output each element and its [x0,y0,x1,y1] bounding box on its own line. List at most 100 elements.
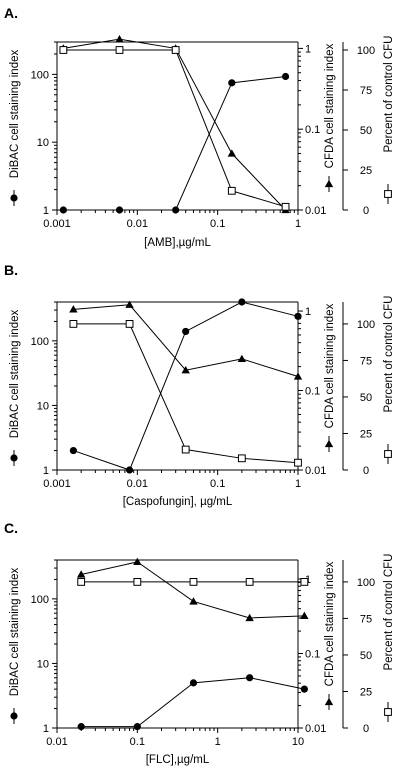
data-point-cfda [115,35,123,42]
y-right2-axis-label: Percent of control CFU [383,36,395,153]
series-line-cfu [63,50,285,207]
chart-panel-2: B.0.001 0.01 0.1 1[Caspofungin], µg/mL11010… [4,262,395,508]
y-left-tick-label: 10 [37,137,49,149]
y-left-tick-label: 100 [31,336,49,348]
data-point-cfu [182,446,189,453]
y-left-axis-label: DiBAC cell staining index [9,50,21,179]
data-point-cfu [228,187,235,194]
data-point-cfu [190,579,197,586]
data-point-cfu [134,579,141,586]
y-right2-tick-label: 75 [360,613,372,625]
y-left-tick-label: 10 [37,400,49,412]
data-point-dibac [134,723,141,730]
data-point-cfu [78,579,85,586]
data-point-cfda [300,612,308,619]
y-right1-axis-label: CFDA cell staining index [324,303,336,428]
data-point-dibac [182,328,189,335]
x-tick-label: 1 [215,736,221,748]
data-point-cfu [301,579,308,586]
data-point-cfu [172,47,179,54]
x-axis-label: [Caspofungin], µg/mL [123,496,233,508]
y-left-tick-label: 1 [43,723,49,735]
y-right1-tick-label: 0.1 [305,124,320,136]
series-line-cfu [73,324,298,463]
y-right2-tick-label: 25 [360,165,372,177]
y-right2-axis-label: Percent of control CFU [383,296,395,413]
y-right2-axis-label: Percent of control CFU [383,554,395,671]
chart-panel-1: A. 0.001 0.01 0.1 1 [AMB],µg/mL 1 10 100 DiBAC ce… [4,5,395,249]
y-right2-tick-label: 25 [360,428,372,440]
y-left-axis-label: DiBAC cell staining index [9,310,21,439]
y-right1-tick-label: 0.01 [305,465,326,477]
x-axis-label: [AMB],µg/mL [144,237,211,249]
y-right1-legend-marker [325,698,333,705]
x-tick-label: 1 [295,218,301,230]
y-left-legend-marker [10,454,17,461]
y-right1-legend-marker [325,440,333,447]
data-point-dibac [228,79,235,86]
y-left-tick-label: 100 [31,69,49,81]
chart-panel-3: C. 0.01 0.1 1 10 [FLC],µg/mL 1 10 100 DiBAC cell … [4,520,395,766]
y-right1-tick-label: 1 [305,306,311,318]
y-left-tick-label: 100 [31,594,49,606]
y-right1-tick-label: 0.1 [305,649,320,661]
panel-letter: B. [4,262,18,278]
y-right2-tick-label: 0 [363,723,369,735]
data-point-dibac [172,206,179,213]
y-left-tick-label: 1 [43,205,49,217]
y-right2-tick-label: 75 [360,85,372,97]
y-left-tick-label: 1 [43,465,49,477]
y-right2-tick-label: 0 [363,205,369,217]
data-point-dibac [238,298,245,305]
data-point-cfu [295,459,302,466]
y-right2-tick-label: 75 [360,355,372,367]
data-point-dibac [126,466,133,473]
data-point-dibac [294,313,301,320]
x-tick-label: 0.1 [210,478,225,490]
data-point-cfda [133,558,141,565]
panel-letter: A. [4,5,18,21]
data-point-cfu [282,203,289,210]
y-right1-axis-label: CFDA cell staining index [324,43,336,168]
y-left-tick-label: 10 [37,658,49,670]
data-point-cfda [189,597,197,604]
data-point-dibac [301,686,308,693]
x-tick-label: 1 [295,478,301,490]
data-point-cfda [238,355,246,362]
series-line-cfda [73,305,298,377]
data-point-dibac [60,206,67,213]
y-right2-legend-marker [385,451,392,458]
y-right1-tick-label: 0.1 [305,386,320,398]
data-point-cfu [116,47,123,54]
data-point-cfu [126,321,133,328]
y-right2-tick-label: 100 [357,45,375,57]
y-right2-tick-label: 50 [360,392,372,404]
data-point-dibac [116,206,123,213]
y-right2-legend-marker [385,709,392,716]
x-tick-label: 0.01 [127,218,148,230]
x-tick-label: 0.1 [210,218,225,230]
y-right2-tick-label: 0 [363,465,369,477]
data-point-cfda [228,149,236,156]
data-point-dibac [282,73,289,80]
panel-letter: C. [4,520,18,536]
data-point-cfu [238,455,245,462]
x-tick-label: 0.01 [127,478,148,490]
series-line-dibac [63,76,285,210]
x-tick-label: 10 [292,736,304,748]
data-point-dibac [70,447,77,454]
series-line-cfda [63,39,285,210]
y-right1-tick-label: 0.01 [305,205,326,217]
x-tick-label: 0.1 [130,736,145,748]
data-point-cfu [246,579,253,586]
data-point-cfu [70,321,77,328]
y-right1-axis-label: CFDA cell staining index [324,561,336,686]
y-left-legend-marker [10,194,17,201]
y-right2-tick-label: 100 [357,577,375,589]
x-tick-label: 0.001 [43,218,71,230]
series-line-cfda [81,562,304,618]
data-point-dibac [78,723,85,730]
data-point-cfu [60,47,67,54]
x-axis-label: [FLC],µg/mL [146,754,210,766]
y-right2-tick-label: 25 [360,686,372,698]
